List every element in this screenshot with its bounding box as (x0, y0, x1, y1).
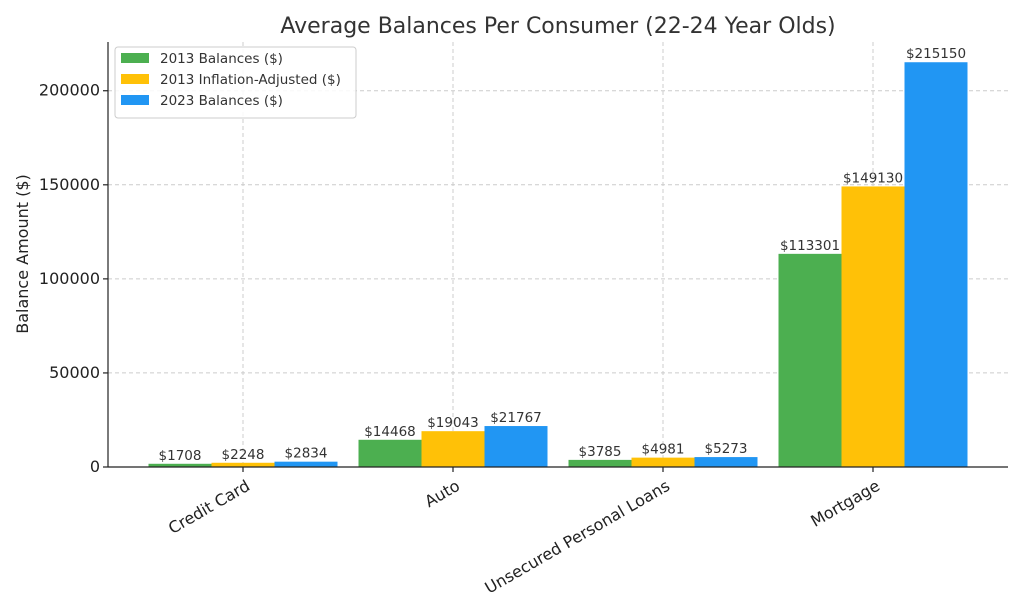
data-label: $2834 (285, 446, 328, 462)
x-tick-label: Auto (421, 476, 463, 511)
bar (211, 462, 275, 467)
y-tick-label: 0 (90, 457, 100, 476)
chart-title: Average Balances Per Consumer (22-24 Yea… (280, 14, 835, 39)
legend-swatch (121, 74, 149, 84)
x-tick-label: Credit Card (165, 476, 253, 538)
bar (421, 431, 485, 467)
y-axis-label: Balance Amount ($) (13, 174, 32, 334)
bar (568, 459, 632, 467)
bar (631, 457, 695, 467)
bar (148, 463, 212, 467)
legend-label: 2023 Balances ($) (160, 93, 283, 109)
bar (484, 426, 548, 467)
data-labels: $1708 $2248 $2834 $14468 $19043 $21767 $3785 $4… (159, 46, 967, 464)
bar (778, 253, 842, 467)
legend-box (114, 46, 357, 119)
bars (148, 62, 968, 468)
x-tick-label: Unsecured Personal Loans (482, 476, 673, 598)
bar (358, 439, 422, 467)
data-label: $4981 (642, 442, 685, 458)
data-label: $19043 (427, 415, 479, 431)
y-tick-label: 50000 (49, 363, 100, 382)
y-tick-label: 100000 (39, 269, 100, 288)
data-label: $2248 (222, 447, 265, 463)
x-axis-ticks: Credit Card Auto Unsecured Personal Loans M… (165, 467, 883, 598)
y-tick-label: 200000 (39, 81, 100, 100)
data-label: $149130 (843, 170, 903, 186)
data-label: $113301 (780, 238, 840, 254)
data-label: $21767 (490, 410, 542, 426)
bar (274, 461, 338, 467)
x-tick-label: Mortgage (807, 476, 883, 531)
bar (904, 62, 968, 468)
data-label: $14468 (364, 424, 416, 440)
y-axis-ticks: 0 50000 100000 150000 200000 (39, 81, 108, 476)
data-label: $1708 (159, 448, 202, 464)
legend-label: 2013 Inflation-Adjusted ($) (160, 72, 341, 88)
legend-label: 2013 Balances ($) (160, 51, 283, 67)
data-label: $3785 (579, 444, 622, 460)
legend-swatch (121, 95, 149, 105)
bar (841, 186, 905, 467)
y-tick-label: 150000 (39, 175, 100, 194)
legend-swatch (121, 53, 149, 63)
data-label: $5273 (705, 441, 748, 457)
bar (694, 457, 758, 467)
legend: 2013 Balances ($) 2013 Inflation-Adjusted… (114, 46, 357, 119)
data-label: $215150 (906, 46, 966, 62)
